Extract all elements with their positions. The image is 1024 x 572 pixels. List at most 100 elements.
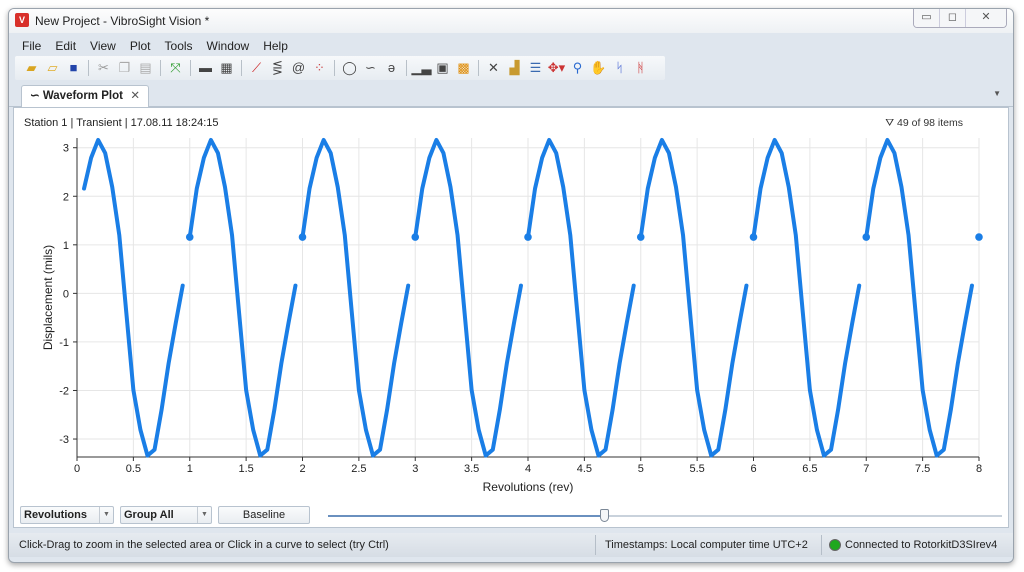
close-button[interactable]: ✕ (966, 9, 1006, 27)
waveform-segment (526, 137, 636, 458)
x-tick-label: 0.5 (126, 463, 141, 475)
toolbar: ▰ ▱ ■ ✂ ❐ ▤ ⤧ ▬ ▦ ⟋ ⋚ @ ⁘ ◯ ∽ ə ▁▃ ▣ ▩ ✕… (15, 56, 665, 80)
divider (595, 535, 596, 555)
separator (160, 60, 161, 76)
list-icon[interactable]: ☰ (529, 60, 542, 75)
x-tick-label: 5.5 (689, 463, 704, 475)
filter-count: 49 of 98 items (897, 117, 963, 129)
revolution-marker (524, 233, 532, 241)
chevron-down-icon: ▼ (197, 507, 211, 523)
fit-arrows-icon[interactable]: ⤧ (170, 60, 181, 75)
maximize-button[interactable]: ◻ (940, 9, 966, 27)
separator (241, 60, 242, 76)
table-icon[interactable]: ▦ (220, 60, 233, 75)
dual-cursor-icon[interactable]: ᚻ (636, 60, 645, 75)
new-folder-icon[interactable]: ▰ (26, 60, 37, 75)
scatter-icon[interactable]: ⁘ (314, 60, 325, 75)
x-tick-label: 7 (863, 463, 869, 475)
y-tick-label: 0 (63, 288, 69, 300)
x-axis-label: Revolutions (rev) (483, 480, 574, 494)
filter-icon: ⛛ (885, 117, 898, 129)
axis-mode-dropdown[interactable]: Revolutions ▼ (20, 506, 114, 524)
polar-icon[interactable]: ◯ (342, 60, 357, 75)
x-tick-label: 3.5 (464, 463, 479, 475)
waveform-segment (864, 137, 974, 458)
status-connection: Connected to RotorkitD3SIrev4 (845, 539, 998, 551)
spectrum-icon[interactable]: ▁▃ (411, 60, 432, 75)
revolution-marker (411, 233, 420, 241)
align-icon[interactable]: ▬ (199, 60, 212, 75)
revolution-marker (298, 233, 307, 241)
waveform-segment (187, 137, 298, 458)
orbit-icon[interactable]: @ (291, 60, 306, 75)
tab-label: Waveform Plot (42, 90, 123, 102)
zoom-icon[interactable]: ⚲ (572, 60, 583, 75)
plot-panel: Station 1 | Transient | 17.08.11 18:24:1… (13, 107, 1009, 528)
cut-icon[interactable]: ✂ (98, 60, 109, 75)
x-tick-label: 8 (976, 463, 982, 475)
x-tick-label: 4.5 (577, 463, 592, 475)
waveform-segment (413, 137, 523, 458)
cursor-dropdown-icon[interactable]: ✥▾ (547, 60, 566, 75)
spectrum-box-icon[interactable]: ▣ (436, 60, 449, 75)
connection-led-icon (829, 539, 841, 551)
save-icon[interactable]: ■ (69, 60, 78, 75)
y-tick-label: -1 (59, 337, 69, 349)
trend-icon[interactable]: ⟋ (251, 60, 262, 75)
x-tick-label: 1.5 (238, 463, 253, 475)
menu-plot[interactable]: Plot (129, 39, 151, 53)
open-folder-icon[interactable]: ▱ (47, 60, 58, 75)
tab-row: ∽ Waveform Plot ✕ ▼ (9, 83, 1013, 108)
y-tick-label: -2 (59, 385, 69, 397)
menu-file[interactable]: File (22, 39, 42, 53)
x-tick-label: 0 (74, 463, 80, 475)
window-title: New Project - VibroSight Vision * (35, 14, 210, 28)
separator (478, 60, 479, 76)
menu-edit[interactable]: Edit (55, 39, 77, 53)
status-hint: Click-Drag to zoom in the selected area … (19, 539, 389, 551)
slider-thumb[interactable] (600, 509, 610, 522)
menu-window[interactable]: Window (206, 39, 250, 53)
menu-view[interactable]: View (90, 39, 116, 53)
status-timestamps: Timestamps: Local computer time UTC+2 (605, 539, 808, 551)
axis-mode-value: Revolutions (24, 509, 87, 521)
slider-fill (328, 515, 605, 517)
waveform-segment (300, 137, 411, 458)
x-tick-label: 2.5 (351, 463, 366, 475)
copy-icon[interactable]: ❐ (118, 60, 131, 75)
tab-waveform-plot[interactable]: ∽ Waveform Plot ✕ (21, 85, 149, 108)
pan-icon[interactable]: ✋ (590, 60, 607, 75)
x-tick-label: 5 (638, 463, 644, 475)
waveform-icon[interactable]: ∽ (365, 60, 376, 75)
tab-close-button[interactable]: ✕ (130, 90, 140, 102)
properties-icon[interactable]: ▟ (509, 60, 520, 75)
revolution-marker (862, 233, 871, 241)
y-tick-label: 1 (63, 240, 69, 252)
group-value: Group All (124, 509, 174, 521)
delete-icon[interactable]: ✕ (488, 60, 499, 75)
plot-info: Station 1 | Transient | 17.08.11 18:24:1… (24, 117, 219, 129)
title-bar: V New Project - VibroSight Vision * ▭ ◻ … (9, 9, 1013, 33)
revolution-marker (975, 233, 983, 241)
x-tick-label: 3 (412, 463, 418, 475)
minimize-button[interactable]: ▭ (914, 9, 940, 27)
waterfall-icon[interactable]: ⋚ (272, 60, 283, 75)
menu-help[interactable]: Help (263, 39, 288, 53)
filter-status[interactable]: ⛛ 49 of 98 items (885, 117, 963, 130)
paste-icon[interactable]: ▤ (139, 60, 152, 75)
baseline-button[interactable]: Baseline (218, 506, 310, 524)
separator (334, 60, 335, 76)
tab-list-dropdown-icon[interactable]: ▼ (993, 89, 1001, 98)
y-tick-label: -3 (59, 434, 69, 446)
cursor-line-icon[interactable]: ᛋ (615, 60, 624, 75)
vibrosight-logo-icon: V (15, 13, 29, 27)
waveform-segment (82, 137, 185, 458)
menu-tools[interactable]: Tools (164, 39, 193, 53)
group-dropdown[interactable]: Group All ▼ (120, 506, 212, 524)
colormap-icon[interactable]: ▩ (457, 60, 470, 75)
revolution-marker (636, 233, 645, 241)
shaft-centerline-icon[interactable]: ə (387, 60, 396, 75)
waveform-segment (638, 137, 749, 458)
time-slider[interactable] (328, 509, 1002, 522)
